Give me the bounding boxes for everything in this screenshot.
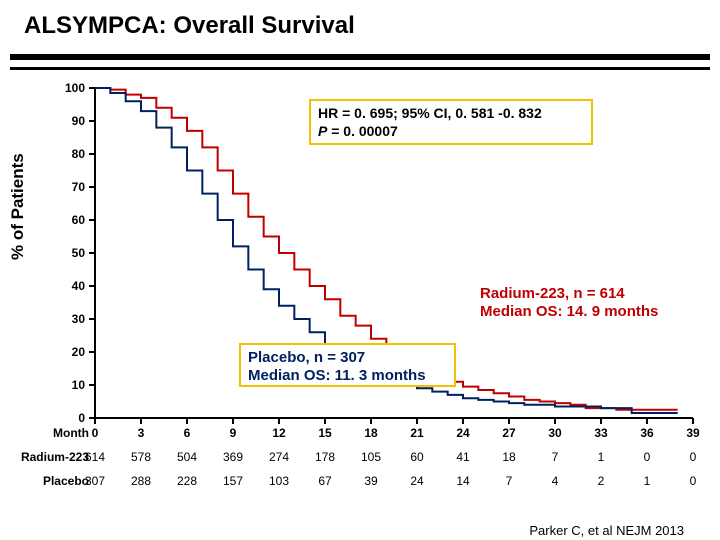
svg-text:70: 70 <box>72 180 86 194</box>
risk-cell: 369 <box>211 450 255 464</box>
risk-cell: 0 <box>671 450 715 464</box>
risk-cell: 33 <box>579 426 623 440</box>
risk-cell: 36 <box>625 426 669 440</box>
risk-cell: 4 <box>533 474 577 488</box>
risk-cell: 30 <box>533 426 577 440</box>
svg-text:90: 90 <box>72 114 86 128</box>
risk-cell: 578 <box>119 450 163 464</box>
svg-text:0: 0 <box>78 411 85 425</box>
risk-cell: 27 <box>487 426 531 440</box>
svg-text:100: 100 <box>65 81 85 95</box>
risk-cell: 307 <box>73 474 117 488</box>
risk-cell: 41 <box>441 450 485 464</box>
svg-text:Median OS: 11. 3 months: Median OS: 11. 3 months <box>248 367 426 384</box>
risk-cell: 7 <box>533 450 577 464</box>
risk-cell: 15 <box>303 426 347 440</box>
risk-cell: 1 <box>579 450 623 464</box>
risk-cell: 18 <box>487 450 531 464</box>
svg-text:HR = 0. 695; 95% CI, 0. 581 -0: HR = 0. 695; 95% CI, 0. 581 -0. 832 <box>318 105 542 121</box>
svg-text:P = 0. 00007: P = 0. 00007 <box>318 123 398 139</box>
svg-text:50: 50 <box>72 246 86 260</box>
svg-text:60: 60 <box>72 213 86 227</box>
risk-cell: 157 <box>211 474 255 488</box>
risk-cell: 178 <box>303 450 347 464</box>
risk-cell: 1 <box>625 474 669 488</box>
risk-cell: 12 <box>257 426 301 440</box>
svg-text:20: 20 <box>72 345 86 359</box>
risk-cell: 103 <box>257 474 301 488</box>
risk-cell: 21 <box>395 426 439 440</box>
risk-cell: 18 <box>349 426 393 440</box>
svg-text:10: 10 <box>72 378 86 392</box>
svg-text:Median OS: 14. 9 months: Median OS: 14. 9 months <box>480 303 658 320</box>
risk-cell: 614 <box>73 450 117 464</box>
risk-cell: 2 <box>579 474 623 488</box>
risk-cell: 228 <box>165 474 209 488</box>
risk-cell: 0 <box>73 426 117 440</box>
svg-text:30: 30 <box>72 312 86 326</box>
risk-cell: 0 <box>671 474 715 488</box>
risk-cell: 24 <box>395 474 439 488</box>
risk-cell: 9 <box>211 426 255 440</box>
svg-text:Placebo, n = 307: Placebo, n = 307 <box>248 349 365 366</box>
risk-cell: 504 <box>165 450 209 464</box>
svg-text:40: 40 <box>72 279 86 293</box>
risk-cell: 274 <box>257 450 301 464</box>
svg-text:80: 80 <box>72 147 86 161</box>
risk-cell: 6 <box>165 426 209 440</box>
risk-cell: 105 <box>349 450 393 464</box>
risk-cell: 7 <box>487 474 531 488</box>
risk-cell: 3 <box>119 426 163 440</box>
risk-cell: 0 <box>625 450 669 464</box>
risk-cell: 39 <box>671 426 715 440</box>
risk-cell: 288 <box>119 474 163 488</box>
risk-cell: 24 <box>441 426 485 440</box>
risk-cell: 14 <box>441 474 485 488</box>
svg-text:Radium-223, n = 614: Radium-223, n = 614 <box>480 285 625 302</box>
risk-cell: 60 <box>395 450 439 464</box>
citation: Parker C, et al NEJM 2013 <box>529 523 684 538</box>
risk-cell: 67 <box>303 474 347 488</box>
risk-cell: 39 <box>349 474 393 488</box>
